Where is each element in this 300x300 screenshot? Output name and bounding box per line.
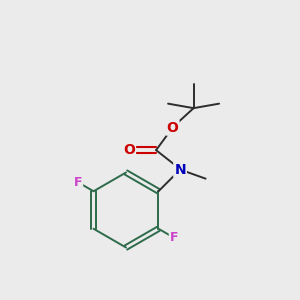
Text: O: O <box>123 143 135 157</box>
Text: N: N <box>174 163 186 177</box>
Text: F: F <box>74 176 82 189</box>
Text: F: F <box>170 231 178 244</box>
Text: O: O <box>167 121 178 135</box>
